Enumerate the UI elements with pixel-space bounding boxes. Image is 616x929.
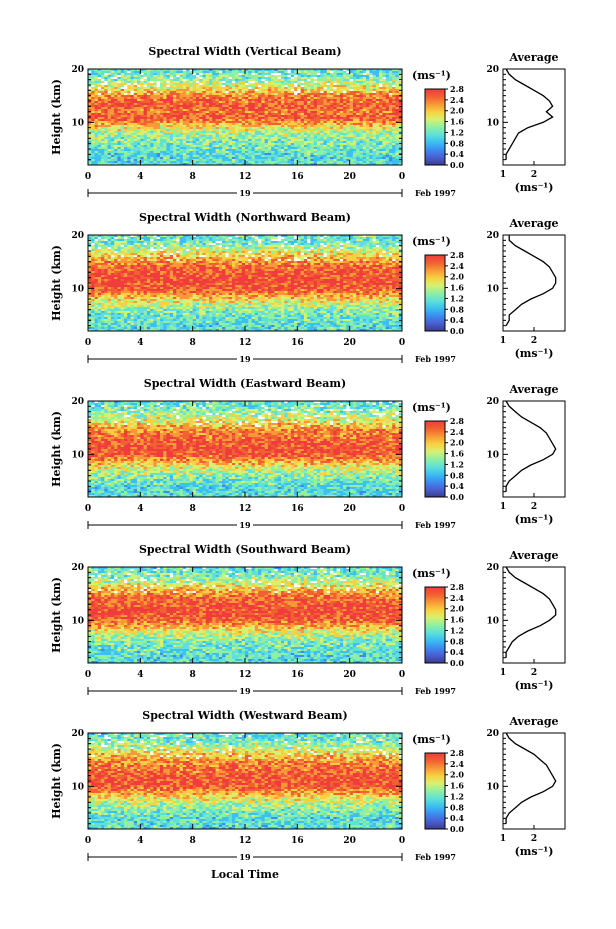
average-x-tick-label: 2 xyxy=(531,170,537,180)
day-label: 19 xyxy=(239,188,251,198)
y-tick-label: 20 xyxy=(71,65,84,75)
colorbar-tick-label: 1.2 xyxy=(450,127,464,137)
x-tick-label: 20 xyxy=(343,172,356,182)
average-y-tick-label: 10 xyxy=(486,118,499,128)
colorbar xyxy=(425,89,445,165)
heatmap xyxy=(88,69,402,165)
colorbar-tick-label: 2.4 xyxy=(450,95,464,105)
x-tick-label: 16 xyxy=(291,172,304,182)
average-x-tick-label: 1 xyxy=(500,170,506,180)
colorbar-tick-label: 0.8 xyxy=(450,138,464,148)
colorbar-tick-label: 0.4 xyxy=(450,149,464,159)
panels: Spectral Width (Vertical Beam)0 4 8 12 16 20 0… xyxy=(50,45,565,862)
panel-1: Spectral Width (Vertical Beam)0 4 8 12 16 20 0… xyxy=(50,45,565,198)
colorbar-tick-label: 2.0 xyxy=(450,106,464,116)
x-tick-label: 8 xyxy=(190,172,196,182)
average-frame xyxy=(503,69,565,165)
panel-title: Spectral Width (Northward Beam) xyxy=(139,211,351,224)
colorbar-tick-label: 2.8 xyxy=(450,84,464,94)
date-label: Feb 1997 xyxy=(415,188,456,198)
average-title: Average xyxy=(508,51,558,64)
y-tick-label: 10 xyxy=(71,118,84,128)
average-y-tick-label: 20 xyxy=(486,65,499,75)
colorbar-unit-label: (ms⁻¹) xyxy=(412,69,451,82)
y-axis-label: Height (km) xyxy=(50,79,63,155)
colorbar-tick-label: 1.6 xyxy=(450,117,464,127)
heatmap xyxy=(88,235,402,331)
panel-2: Spectral Width (Northward Beam)0 4 8 12 16 20… xyxy=(50,211,565,364)
colorbar-tick-label: 0.0 xyxy=(450,160,464,170)
average-x-axis-label: (ms⁻¹) xyxy=(515,181,554,194)
x-tick-label: 0 xyxy=(85,172,91,182)
panel-title: Spectral Width (Vertical Beam) xyxy=(148,45,341,58)
spectral-width-figure: Spectral Width (Vertical Beam)0 4 8 12 16 20 0… xyxy=(0,0,616,929)
x-tick-label: 4 xyxy=(137,172,143,182)
x-tick-label: 12 xyxy=(239,172,252,182)
x-tick-label: 0 xyxy=(399,172,405,182)
